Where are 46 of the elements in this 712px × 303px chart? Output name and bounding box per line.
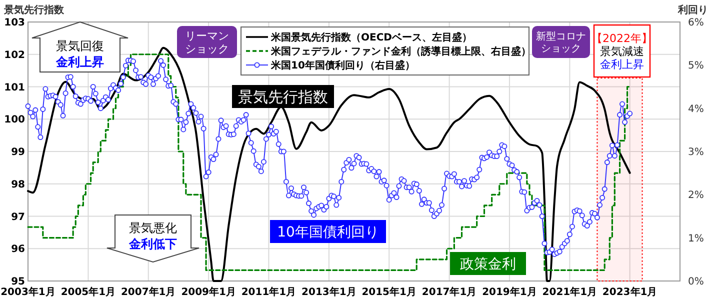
x-tick-label: 2023年1月 bbox=[602, 286, 658, 298]
y2-tick-label: 0% bbox=[688, 276, 704, 288]
annotation: 新型コロナ bbox=[536, 30, 586, 42]
y-tick-label: 101 bbox=[4, 82, 26, 94]
y-tick-label: 98 bbox=[11, 179, 26, 190]
x-tick-label: 2013年1月 bbox=[302, 286, 356, 298]
y-tick-label: 97 bbox=[11, 212, 26, 223]
x-tick-label: 2007年1月 bbox=[120, 286, 176, 298]
annotation: 金利低下 bbox=[128, 237, 177, 251]
y2-tick-label: 2% bbox=[688, 190, 704, 202]
annotation: 金利上昇 bbox=[55, 55, 104, 69]
x-tick-label: 2009年1月 bbox=[181, 286, 236, 298]
annotation: 【2022年】 bbox=[592, 32, 652, 45]
legend-label: 米国フェデラル・ファンド金利（誘導目標上限、右目盛） bbox=[270, 46, 531, 58]
x-tick-label: 2011年1月 bbox=[241, 286, 296, 298]
y-tick-label: 99 bbox=[11, 147, 26, 158]
x-tick-label: 2005年1月 bbox=[60, 286, 116, 298]
x-tick-label: 2015年1月 bbox=[362, 286, 416, 298]
annotation: 政策金利 bbox=[460, 256, 516, 272]
y-tick-label: 102 bbox=[4, 50, 26, 61]
y2-tick-label: 5% bbox=[688, 60, 704, 72]
y2-tick-label: 6% bbox=[688, 18, 704, 28]
y2-tick-label: 4% bbox=[688, 104, 704, 115]
legend-label: 米国景気先行指数（OECDベース、左目盛） bbox=[270, 32, 472, 44]
x-tick-label: 2003年1月 bbox=[0, 286, 56, 298]
y-axis-title: 景気先行指数 bbox=[3, 4, 65, 16]
annotation: 景気悪化 bbox=[129, 221, 177, 235]
y-tick-label: 100 bbox=[4, 114, 26, 126]
annotation: 景気回復 bbox=[56, 39, 104, 53]
x-tick-label: 2021年1月 bbox=[542, 286, 598, 298]
y-tick-label: 96 bbox=[11, 244, 26, 256]
legend-label: 米国10年国債利回り（右目盛） bbox=[270, 60, 415, 72]
y-tick-label: 103 bbox=[4, 18, 26, 28]
annotation: ショック bbox=[541, 44, 581, 54]
annotation: 10年国債利回り bbox=[277, 224, 379, 240]
y2-tick-label: 1% bbox=[688, 233, 704, 244]
x-tick-label: 2017年1月 bbox=[422, 286, 477, 298]
y2-axis-title: 利回り bbox=[677, 4, 708, 16]
annotation: 金利上昇 bbox=[600, 58, 644, 71]
annotation: 景気先行指数 bbox=[238, 88, 328, 106]
y-tick-label: 95 bbox=[11, 276, 26, 288]
annotation: 景気減速 bbox=[600, 44, 644, 58]
y2-tick-label: 3% bbox=[688, 147, 704, 158]
x-tick-label: 2019年1月 bbox=[482, 286, 537, 298]
annotation: リーマン bbox=[185, 29, 229, 42]
annotation: ショック bbox=[185, 42, 229, 56]
